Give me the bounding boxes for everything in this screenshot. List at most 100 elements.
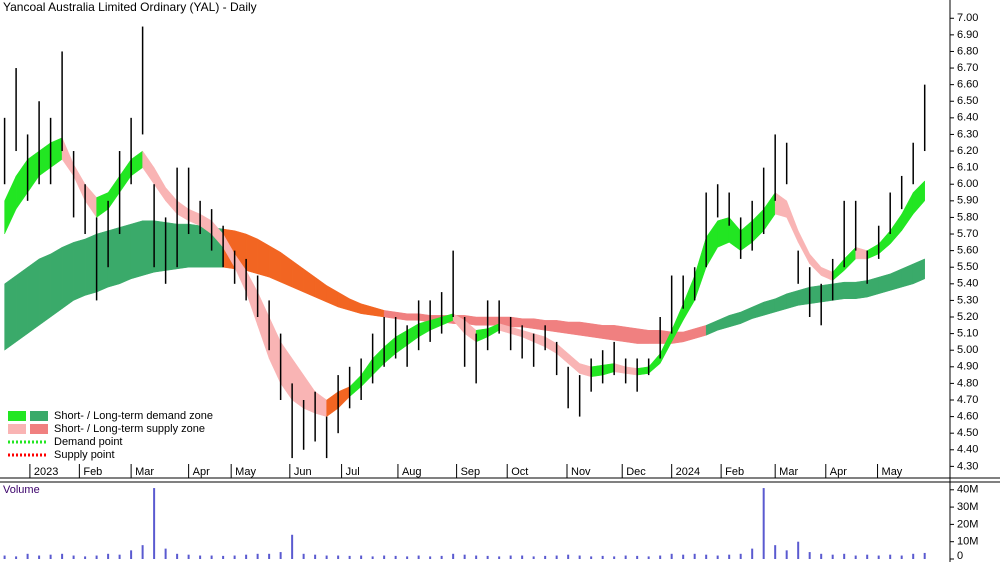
volume-bar	[348, 555, 351, 559]
volume-bar	[785, 550, 788, 559]
volume-bar	[498, 556, 501, 559]
volume-bar	[383, 555, 386, 559]
y-tick-label: 6.90	[957, 29, 978, 41]
volume-bar	[187, 554, 190, 559]
volume-bar	[84, 556, 87, 559]
volume-bar	[670, 553, 673, 559]
volume-bar	[406, 556, 409, 559]
x-tick-label: Nov	[571, 466, 591, 478]
legend-label: Short- / Long-term supply zone	[54, 423, 205, 435]
x-tick-label: May	[235, 466, 256, 478]
zone-band	[395, 311, 408, 321]
volume-bar	[578, 555, 581, 559]
zone-band	[613, 325, 626, 343]
y-tick-label: 4.40	[957, 444, 978, 456]
y-tick-label: 4.70	[957, 394, 978, 406]
y-tick-label: 4.50	[957, 427, 978, 439]
y-tick-label: 6.00	[957, 178, 978, 190]
volume-title: Volume	[3, 484, 40, 496]
volume-bar	[532, 556, 535, 559]
y-tick-label: 5.00	[957, 344, 978, 356]
zone-band	[176, 223, 189, 270]
zone-band	[521, 318, 534, 329]
volume-bar	[440, 555, 443, 559]
x-tick-label: Dec	[626, 466, 646, 478]
volume-bar	[199, 555, 202, 559]
volume-bar	[394, 555, 397, 559]
legend-label: Short- / Long-term demand zone	[54, 410, 213, 422]
zone-band	[648, 330, 661, 344]
zone-band	[475, 316, 488, 326]
zone-band	[809, 285, 822, 305]
y-tick-label: 4.30	[957, 460, 978, 472]
volume-bar	[705, 554, 708, 559]
y-tick-label: 5.90	[957, 195, 978, 207]
volume-bar	[164, 548, 167, 559]
x-tick-label: Feb	[83, 466, 102, 478]
x-tick-label: Jul	[346, 466, 360, 478]
chart-title: Yancoal Australia Limited Ordinary (YAL)…	[3, 0, 257, 14]
volume-bar	[49, 554, 52, 559]
x-tick-label: Aug	[402, 466, 422, 478]
volume-bar	[72, 555, 75, 559]
x-tick-label: Mar	[779, 466, 798, 478]
volume-bar	[509, 555, 512, 559]
volume-tick-label: 0	[957, 550, 963, 562]
zone-band	[142, 220, 155, 276]
x-tick-label: Sep	[461, 466, 481, 478]
zone-band	[510, 316, 523, 328]
zone-band	[165, 222, 178, 271]
volume-bar	[877, 555, 880, 559]
legend-label: Supply point	[54, 449, 115, 461]
legend-swatch	[30, 424, 48, 434]
volume-bar	[601, 555, 604, 559]
volume-bar	[693, 553, 696, 559]
volume-bar	[233, 555, 236, 559]
volume-bar	[463, 554, 466, 559]
zone-band	[383, 310, 396, 319]
volume-bar	[371, 556, 374, 559]
x-tick-label: Oct	[511, 466, 528, 478]
legend-swatch	[8, 424, 26, 434]
zone-band	[625, 366, 638, 376]
volume-bar	[486, 555, 489, 559]
volume-bar	[256, 553, 259, 559]
volume-bar	[613, 556, 616, 559]
zone-band	[878, 273, 891, 295]
volume-bar	[555, 555, 558, 559]
zone-band	[406, 313, 419, 321]
zone-band	[590, 364, 603, 378]
volume-tick-label: 30M	[957, 501, 978, 513]
volume-bar	[291, 534, 294, 559]
zone-band	[130, 220, 143, 280]
volume-bar	[61, 553, 64, 559]
y-tick-label: 5.60	[957, 245, 978, 257]
volume-bar	[153, 488, 156, 559]
volume-bar	[176, 553, 179, 559]
y-tick-label: 5.10	[957, 328, 978, 340]
zone-band	[84, 233, 97, 296]
volume-bar	[245, 554, 248, 559]
volume-bar	[429, 556, 432, 559]
zone-band	[487, 316, 500, 326]
volume-bar	[210, 555, 213, 559]
zone-band	[579, 321, 592, 338]
zone-band	[188, 223, 201, 268]
y-tick-label: 4.60	[957, 410, 978, 422]
legend-swatch	[8, 411, 26, 421]
volume-bar	[866, 554, 869, 559]
volume-bar	[923, 552, 926, 559]
volume-bar	[659, 555, 662, 559]
volume-bar	[590, 556, 593, 559]
volume-bar	[912, 553, 915, 559]
zone-band	[107, 227, 120, 288]
volume-bar	[475, 555, 478, 559]
zone-band	[912, 180, 925, 215]
volume-tick-label: 40M	[957, 484, 978, 496]
zone-band	[257, 238, 270, 278]
volume-bar	[647, 556, 650, 559]
y-tick-label: 5.30	[957, 294, 978, 306]
legend-label: Demand point	[54, 436, 123, 448]
